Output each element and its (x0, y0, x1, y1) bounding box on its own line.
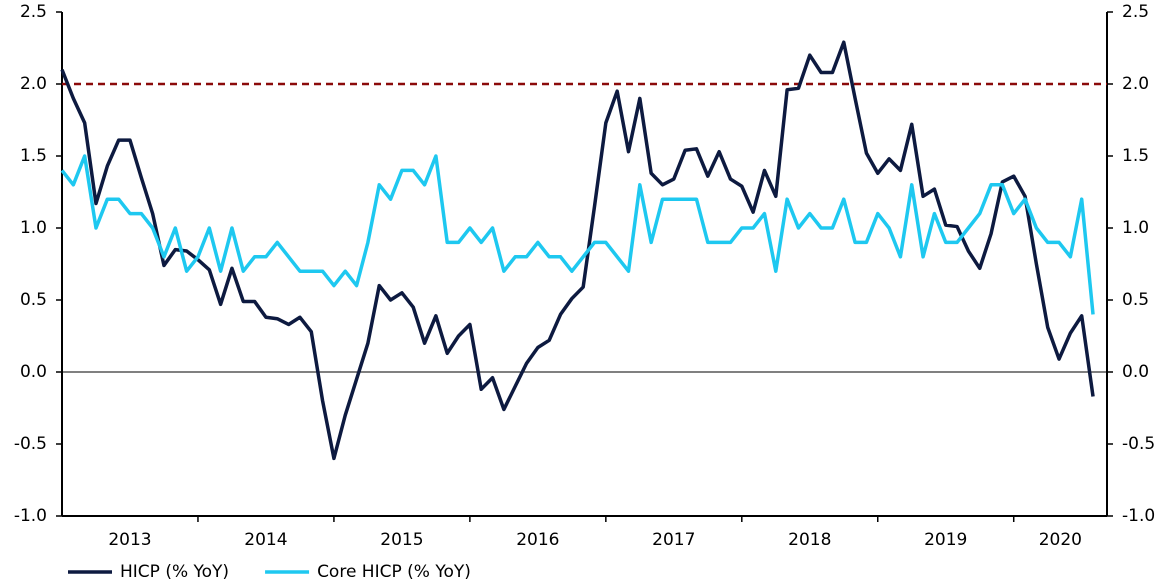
x-tick-label: 2013 (108, 530, 151, 550)
y2-tick-label: 1.0 (1122, 218, 1149, 238)
legend-label: Core HICP (% YoY) (317, 562, 471, 582)
x-tick-label: 2018 (788, 530, 831, 550)
x-tick-label: 2015 (380, 530, 423, 550)
x-tick-label: 2016 (516, 530, 559, 550)
y-tick-label: 2.5 (20, 2, 47, 22)
y2-tick-label: 2.5 (1122, 2, 1149, 22)
y-tick-label: -0.5 (14, 434, 47, 454)
y-tick-label: 0.0 (20, 362, 47, 382)
y2-tick-label: -1.0 (1122, 506, 1155, 526)
x-tick-label: 2017 (652, 530, 695, 550)
y2-tick-label: 0.5 (1122, 290, 1149, 310)
y-tick-label: -1.0 (14, 506, 47, 526)
x-tick-label: 2014 (244, 530, 287, 550)
y-tick-label: 1.5 (20, 146, 47, 166)
x-tick-label: 2019 (924, 530, 967, 550)
y2-tick-label: -0.5 (1122, 434, 1155, 454)
series-line (60, 40, 1095, 461)
series-line (60, 154, 1095, 315)
y-tick-label: 2.0 (20, 74, 47, 94)
y-tick-label: 0.5 (20, 290, 47, 310)
y-tick-label: 1.0 (20, 218, 47, 238)
x-tick-label: 2020 (1039, 530, 1082, 550)
y2-tick-label: 0.0 (1122, 362, 1149, 382)
y2-tick-label: 1.5 (1122, 146, 1149, 166)
y2-tick-label: 2.0 (1122, 74, 1149, 94)
legend-label: HICP (% YoY) (120, 562, 229, 582)
